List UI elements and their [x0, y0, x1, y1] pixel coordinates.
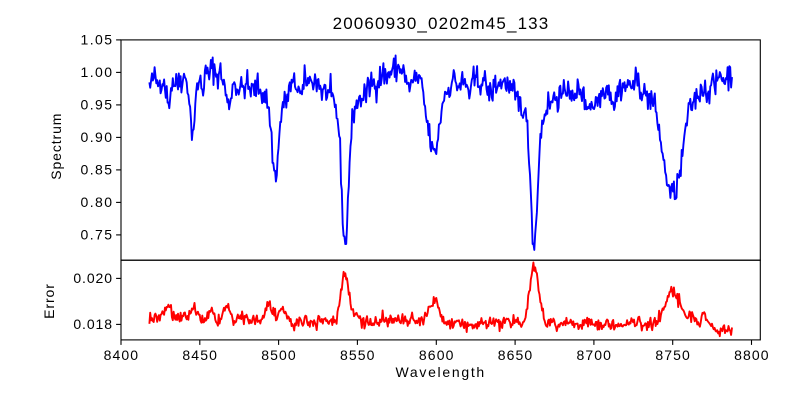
svg-text:8500: 8500	[261, 347, 297, 363]
svg-text:0.95: 0.95	[81, 97, 114, 113]
svg-text:8750: 8750	[655, 347, 691, 363]
svg-text:0.020: 0.020	[73, 270, 113, 286]
svg-text:0.80: 0.80	[81, 194, 114, 210]
svg-text:8450: 8450	[182, 347, 218, 363]
svg-text:Spectrum: Spectrum	[48, 113, 64, 180]
svg-text:0.85: 0.85	[81, 162, 114, 178]
svg-text:1.00: 1.00	[81, 64, 114, 80]
svg-text:0.75: 0.75	[81, 227, 114, 243]
svg-text:0.018: 0.018	[73, 316, 113, 332]
svg-text:20060930_0202m45_133: 20060930_0202m45_133	[333, 14, 550, 33]
svg-text:Wavelength: Wavelength	[395, 364, 485, 380]
svg-text:8400: 8400	[104, 347, 140, 363]
svg-text:1.05: 1.05	[81, 32, 114, 48]
svg-text:8550: 8550	[340, 347, 376, 363]
svg-text:8600: 8600	[419, 347, 455, 363]
svg-text:0.90: 0.90	[81, 129, 114, 145]
svg-text:8700: 8700	[577, 347, 613, 363]
svg-text:Error: Error	[41, 283, 57, 319]
svg-text:8800: 8800	[734, 347, 770, 363]
svg-text:8650: 8650	[498, 347, 534, 363]
